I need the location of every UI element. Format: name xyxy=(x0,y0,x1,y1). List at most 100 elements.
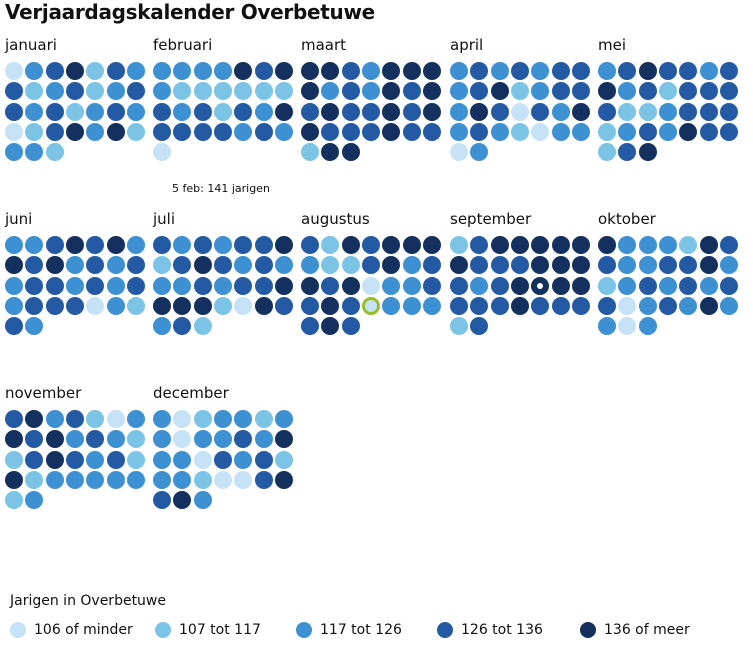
day-dot-maart-21[interactable] xyxy=(422,102,441,121)
day-dot-juli-20[interactable] xyxy=(254,276,273,295)
day-dot-oktober-1[interactable] xyxy=(598,236,616,254)
day-dot-december-16[interactable] xyxy=(173,450,192,469)
day-dot-maart-29[interactable] xyxy=(301,143,319,162)
day-dot-februari-18[interactable] xyxy=(213,102,232,121)
day-dot-november-7[interactable] xyxy=(126,410,145,428)
day-dot-juli-4[interactable] xyxy=(213,236,232,254)
day-dot-december-2[interactable] xyxy=(173,410,192,428)
day-dot-mei-22[interactable] xyxy=(598,122,616,141)
day-dot-september-6[interactable] xyxy=(551,236,570,254)
day-dot-juli-28[interactable] xyxy=(274,296,293,315)
day-dot-oktober-17[interactable] xyxy=(638,276,657,295)
day-dot-oktober-11[interactable] xyxy=(658,256,677,275)
day-dot-maart-16[interactable] xyxy=(321,102,340,121)
day-dot-juli-15[interactable] xyxy=(153,276,171,295)
day-dot-oktober-16[interactable] xyxy=(618,276,637,295)
day-dot-mei-9[interactable] xyxy=(618,82,637,101)
day-dot-oktober-14[interactable] xyxy=(719,256,738,275)
day-dot-januari-6[interactable] xyxy=(106,62,125,80)
day-dot-november-18[interactable] xyxy=(65,450,84,469)
day-dot-april-28[interactable] xyxy=(571,122,590,141)
day-dot-april-23[interactable] xyxy=(470,122,489,141)
day-dot-oktober-4[interactable] xyxy=(658,236,677,254)
day-dot-juli-19[interactable] xyxy=(234,276,253,295)
day-dot-maart-13[interactable] xyxy=(402,82,421,101)
day-dot-augustus-11[interactable] xyxy=(361,256,380,275)
day-dot-maart-18[interactable] xyxy=(361,102,380,121)
day-dot-december-9[interactable] xyxy=(173,430,192,449)
day-dot-april-17[interactable] xyxy=(490,102,509,121)
day-dot-juli-24[interactable] xyxy=(193,296,212,315)
day-dot-december-23[interactable] xyxy=(173,470,192,489)
day-dot-juni-16[interactable] xyxy=(25,276,44,295)
day-dot-mei-7[interactable] xyxy=(719,62,738,80)
day-dot-september-30[interactable] xyxy=(470,317,489,336)
day-dot-mei-28[interactable] xyxy=(719,122,738,141)
day-dot-maart-27[interactable] xyxy=(402,122,421,141)
day-dot-augustus-19[interactable] xyxy=(382,276,401,295)
day-dot-augustus-13[interactable] xyxy=(402,256,421,275)
day-dot-augustus-22[interactable] xyxy=(301,296,319,315)
day-dot-november-12[interactable] xyxy=(86,430,105,449)
day-dot-januari-2[interactable] xyxy=(25,62,44,80)
day-dot-juli-6[interactable] xyxy=(254,236,273,254)
day-dot-augustus-30[interactable] xyxy=(321,317,340,336)
day-dot-mei-1[interactable] xyxy=(598,62,616,80)
day-dot-december-30[interactable] xyxy=(173,491,192,510)
day-dot-april-12[interactable] xyxy=(531,82,550,101)
day-dot-mei-25[interactable] xyxy=(658,122,677,141)
day-dot-november-17[interactable] xyxy=(45,450,64,469)
day-dot-mei-14[interactable] xyxy=(719,82,738,101)
day-dot-juni-14[interactable] xyxy=(126,256,145,275)
day-dot-februari-26[interactable] xyxy=(234,122,253,141)
day-dot-februari-23[interactable] xyxy=(173,122,192,141)
day-dot-januari-4[interactable] xyxy=(65,62,84,80)
day-dot-mei-8[interactable] xyxy=(598,82,616,101)
day-dot-februari-10[interactable] xyxy=(193,82,212,101)
day-dot-februari-8[interactable] xyxy=(153,82,171,101)
day-dot-augustus-24[interactable] xyxy=(341,296,360,315)
day-dot-december-28[interactable] xyxy=(274,470,293,489)
day-dot-mei-11[interactable] xyxy=(658,82,677,101)
day-dot-mei-4[interactable] xyxy=(658,62,677,80)
day-dot-september-13[interactable] xyxy=(551,256,570,275)
day-dot-april-5[interactable] xyxy=(531,62,550,80)
day-dot-september-16[interactable] xyxy=(470,276,489,295)
day-dot-november-3[interactable] xyxy=(45,410,64,428)
day-dot-december-13[interactable] xyxy=(254,430,273,449)
day-dot-november-9[interactable] xyxy=(25,430,44,449)
day-dot-april-25[interactable] xyxy=(510,122,529,141)
day-dot-maart-9[interactable] xyxy=(321,82,340,101)
day-dot-maart-4[interactable] xyxy=(361,62,380,80)
day-dot-juni-6[interactable] xyxy=(106,236,125,254)
day-dot-december-26[interactable] xyxy=(234,470,253,489)
day-dot-januari-29[interactable] xyxy=(5,143,23,162)
day-dot-juni-21[interactable] xyxy=(126,276,145,295)
day-dot-maart-30[interactable] xyxy=(321,143,340,162)
day-dot-mei-10[interactable] xyxy=(638,82,657,101)
day-dot-oktober-6[interactable] xyxy=(699,236,718,254)
day-dot-mei-31[interactable] xyxy=(638,143,657,162)
day-dot-mei-20[interactable] xyxy=(699,102,718,121)
day-dot-maart-10[interactable] xyxy=(341,82,360,101)
day-dot-oktober-29[interactable] xyxy=(598,317,616,336)
day-dot-april-7[interactable] xyxy=(571,62,590,80)
day-dot-november-4[interactable] xyxy=(65,410,84,428)
day-dot-juni-26[interactable] xyxy=(86,296,105,315)
day-dot-maart-24[interactable] xyxy=(341,122,360,141)
day-dot-juli-23[interactable] xyxy=(173,296,192,315)
day-dot-september-29[interactable] xyxy=(450,317,468,336)
day-dot-juni-30[interactable] xyxy=(25,317,44,336)
day-dot-december-6[interactable] xyxy=(254,410,273,428)
day-dot-april-4[interactable] xyxy=(510,62,529,80)
day-dot-september-14[interactable] xyxy=(571,256,590,275)
day-dot-januari-14[interactable] xyxy=(126,82,145,101)
day-dot-november-27[interactable] xyxy=(106,470,125,489)
day-dot-maart-31[interactable] xyxy=(341,143,360,162)
day-dot-oktober-21[interactable] xyxy=(719,276,738,295)
day-dot-november-10[interactable] xyxy=(45,430,64,449)
day-dot-juli-10[interactable] xyxy=(193,256,212,275)
day-dot-januari-30[interactable] xyxy=(25,143,44,162)
day-dot-maart-17[interactable] xyxy=(341,102,360,121)
day-dot-januari-20[interactable] xyxy=(106,102,125,121)
